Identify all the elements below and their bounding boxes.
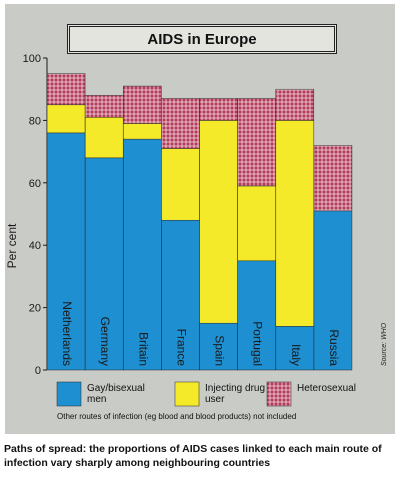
source-label: Source: WHO — [381, 322, 388, 366]
bar-segment-portugal-1 — [237, 185, 276, 262]
legend-note: Other routes of infection (eg blood and … — [57, 412, 297, 421]
category-labels: Netherlands Germany Britain France Spain Port… — [60, 301, 341, 366]
legend-swatch — [174, 381, 200, 407]
bar-segment-spain-0 — [199, 322, 238, 371]
legend-swatch — [266, 381, 292, 407]
bar-segment-britain-1 — [123, 123, 162, 140]
bar-segment-france-1 — [161, 148, 200, 221]
category-label: Britain — [136, 332, 150, 366]
bar-segment-italy-0 — [275, 326, 315, 371]
category-label: Germany — [98, 317, 112, 366]
bar-segment-netherlands-2 — [46, 73, 86, 106]
y-tick-label: 40 — [29, 240, 41, 252]
bar-segment-spain-1 — [199, 120, 238, 324]
bar-segment-russia-2 — [313, 145, 353, 212]
legend-label: Injecting drug user — [205, 383, 265, 405]
category-label: Russia — [327, 329, 341, 366]
y-tick-label: 60 — [29, 178, 41, 190]
category-label: France — [174, 329, 188, 367]
chart-title: AIDS in Europe — [67, 24, 337, 54]
y-axis: 0 20 40 60 80 100 — [23, 53, 48, 377]
bars-layer — [46, 73, 353, 371]
legend-swatch — [56, 381, 82, 407]
y-tick-label: 0 — [35, 365, 41, 377]
category-label: Spain — [213, 335, 227, 366]
y-tick-label: 20 — [29, 303, 41, 315]
bar-segment-germany-1 — [84, 117, 124, 159]
category-label: Netherlands — [60, 301, 74, 366]
bar-segment-france-2 — [161, 98, 200, 149]
bar-segment-portugal-0 — [237, 260, 276, 371]
figure-caption: Paths of spread: the proportions of AIDS… — [4, 443, 382, 469]
category-label: Italy — [289, 344, 303, 366]
legend: Gay/bisexual men Injecting drug user Heteros… — [56, 381, 356, 407]
bar-segment-britain-0 — [123, 138, 162, 371]
category-label: Portugal — [251, 321, 265, 366]
bar-segment-russia-0 — [313, 210, 353, 371]
y-tick-label: 100 — [23, 53, 41, 65]
bar-segment-italy-2 — [275, 88, 315, 121]
bar-segment-britain-2 — [123, 85, 162, 124]
bar-segment-germany-0 — [84, 157, 124, 371]
bar-segment-portugal-2 — [237, 98, 276, 187]
legend-label: Heterosexual — [297, 383, 356, 394]
y-tick-label: 80 — [29, 115, 41, 127]
y-axis-title: Per cent — [5, 223, 19, 268]
legend-label: Gay/bisexual men — [87, 383, 145, 405]
bar-segment-france-0 — [161, 219, 200, 371]
bar-segment-italy-1 — [275, 120, 315, 327]
bar-segment-spain-2 — [199, 98, 238, 121]
bar-segment-netherlands-1 — [46, 104, 86, 134]
bar-segment-germany-2 — [84, 95, 124, 118]
